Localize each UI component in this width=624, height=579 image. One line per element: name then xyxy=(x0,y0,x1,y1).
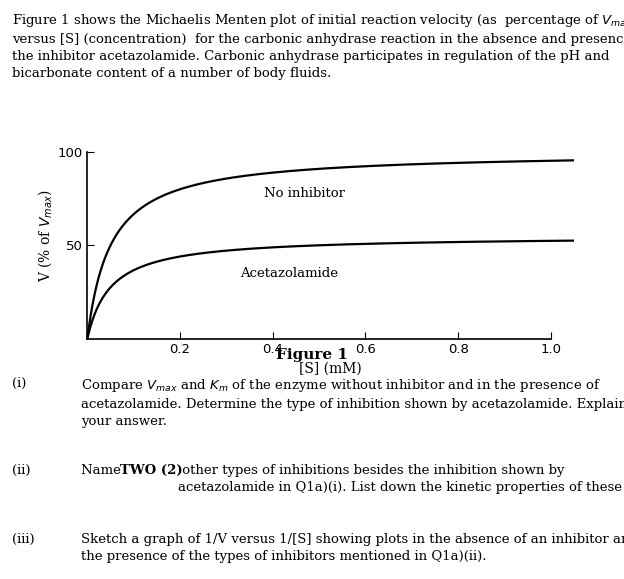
Text: Figure 1: Figure 1 xyxy=(276,347,348,362)
Text: No inhibitor: No inhibitor xyxy=(263,186,344,200)
Text: Sketch a graph of 1/V versus 1/[S] showing plots in the absence of an inhibitor : Sketch a graph of 1/V versus 1/[S] showi… xyxy=(81,533,624,563)
Text: Acetazolamide: Acetazolamide xyxy=(240,267,338,280)
Text: other types of inhibitions besides the inhibition shown by
acetazolamide in Q1a): other types of inhibitions besides the i… xyxy=(178,464,624,494)
Text: TWO (2): TWO (2) xyxy=(120,464,183,477)
Text: Figure 1 shows the Michaelis Menten plot of initial reaction velocity (as  perce: Figure 1 shows the Michaelis Menten plot… xyxy=(12,12,624,79)
X-axis label: [S] (mM): [S] (mM) xyxy=(300,361,362,375)
Text: (iii): (iii) xyxy=(12,533,35,546)
Text: Name: Name xyxy=(81,464,125,477)
Text: Compare $V_{max}$ and $K_m$ of the enzyme without inhibitor and in the presence : Compare $V_{max}$ and $K_m$ of the enzym… xyxy=(81,377,624,428)
Text: (i): (i) xyxy=(12,377,27,390)
Y-axis label: V (% of $V_{max}$): V (% of $V_{max}$) xyxy=(36,189,54,283)
Text: (ii): (ii) xyxy=(12,464,31,477)
